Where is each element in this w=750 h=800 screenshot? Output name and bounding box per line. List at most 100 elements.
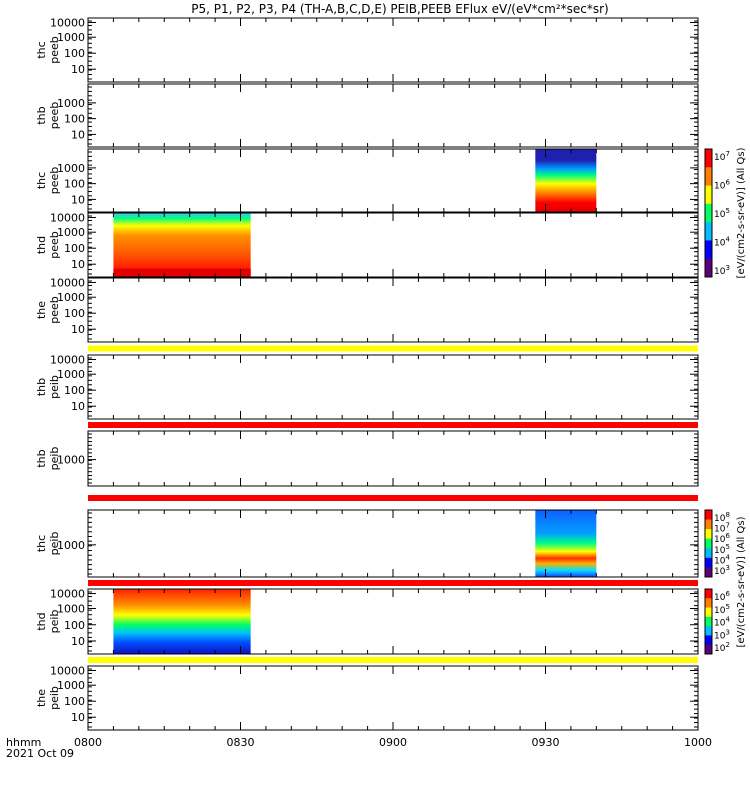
x-tick-label: 0900 <box>379 736 407 749</box>
colorbar-tick-label: 104 <box>714 236 730 249</box>
colorbar-frame <box>704 509 713 578</box>
y-tick-label: 10 <box>71 711 85 724</box>
colorbar-segment <box>705 567 712 578</box>
colorbar-segment <box>705 519 712 530</box>
colorbar-label-peeb: [eV/(cm2-s-sr-eV)] (All Qs) <box>736 147 747 278</box>
colorbar-tick-label: 103 <box>714 264 730 277</box>
y-tick-label: 1000 <box>57 162 85 175</box>
separator-band <box>88 495 698 501</box>
y-tick-label: 1000 <box>57 603 85 616</box>
panel-label-probe: thd <box>35 236 48 254</box>
panel-label-probe: the <box>35 301 48 319</box>
y-tick-label: 10 <box>71 63 85 76</box>
panel-frame <box>87 665 699 731</box>
x-axis-label-date: 2021 Oct 09 <box>6 747 74 760</box>
panel-label-probe: thb <box>35 378 48 396</box>
panel-label-product: peeb <box>48 36 61 64</box>
panel-label-probe: thd <box>35 612 48 630</box>
colorbar-segment <box>705 607 712 618</box>
y-tick-label: 10000 <box>50 16 85 29</box>
panel-label-product: peib <box>48 375 61 399</box>
x-axis-label-hhmm: hhmm <box>6 736 41 749</box>
colorbar-tick-label: 105 <box>714 603 730 616</box>
colorbar-segment <box>705 510 712 521</box>
y-tick-label: 10 <box>71 258 85 271</box>
panel-label-product: peeb <box>48 167 61 195</box>
panel-frame <box>87 83 699 148</box>
panel-label-product: peib <box>48 610 61 634</box>
x-tick-label: 1000 <box>684 736 712 749</box>
colorbar-segment <box>705 538 712 549</box>
spectrogram-block-thd-peib <box>113 589 251 654</box>
y-tick-label: 10000 <box>50 353 85 366</box>
colorbar-segment <box>705 644 712 655</box>
y-tick-label: 100 <box>64 307 85 320</box>
panel-frame <box>87 509 699 578</box>
panel-thb-peeb-1: 1000 100 10 thb peeb <box>35 83 699 148</box>
colorbar-frame <box>704 588 713 655</box>
colorbar-tick-label: 106 <box>714 532 730 545</box>
panel-frame <box>87 277 699 343</box>
colorbar-segment <box>705 548 712 559</box>
colorbar-segment <box>705 203 712 223</box>
y-tick-label: 10000 <box>50 276 85 289</box>
y-tick-label: 100 <box>64 384 85 397</box>
y-tick-label: 1000 <box>57 97 85 110</box>
panel-thc-peib-7: 1000 thc peib <box>35 509 699 578</box>
panel-thc-peeb-2: 1000 100 10 thc peeb <box>35 148 699 213</box>
colorbar-tick-label: 106 <box>714 179 730 192</box>
spectrogram-block-thc-peib <box>535 510 597 577</box>
panel-label-product: peib <box>48 532 61 556</box>
colorbar-label-peib: [eV/(cm2-s-sr-eV)] (All Qs) <box>736 516 747 647</box>
colorbar-segment <box>705 635 712 646</box>
colorbar-segment <box>705 616 712 627</box>
spectrogram-block-thd-peeb <box>113 213 251 277</box>
spectrogram-block-thc-peeb <box>535 149 597 212</box>
x-tick-label: 0930 <box>532 736 560 749</box>
panel-thd-peib-8: 10000 1000 100 10 thd peib <box>35 588 699 655</box>
colorbar-segment <box>705 626 712 636</box>
colorbar-tick-label: 103 <box>714 564 730 577</box>
panel-label-probe: thb <box>35 106 48 124</box>
separator-band <box>88 657 698 663</box>
panel-frame <box>87 354 699 420</box>
panel-label-product: peeb <box>48 296 61 324</box>
colorbar-segment <box>705 167 712 187</box>
colorbar-segment <box>705 557 712 568</box>
x-tick-label: 0800 <box>74 736 102 749</box>
panel-label-product: peib <box>48 686 61 710</box>
panel-thc-peeb-0: 10000 1000 100 10 thc peeb <box>35 16 699 83</box>
separator-band <box>88 422 698 428</box>
colorbar-frame <box>704 148 713 278</box>
y-tick-label: 1000 <box>57 31 85 44</box>
colorbar-tick-label: 107 <box>714 522 730 535</box>
panel-frame <box>87 148 699 213</box>
panel-label-product: peeb <box>48 102 61 130</box>
y-tick-label: 10 <box>71 400 85 413</box>
panel-label-probe: thc <box>35 535 48 552</box>
panel-thb-peib-5: 10000 1000 100 10 thb peib <box>35 353 699 420</box>
y-tick-label: 1000 <box>57 291 85 304</box>
y-tick-label: 100 <box>64 695 85 708</box>
panel-label-probe: thc <box>35 41 48 58</box>
panel-thb-peib-6: 1000 thb peib <box>35 430 699 487</box>
colorbar-tick-label: 107 <box>714 150 730 163</box>
y-tick-label: 10 <box>71 635 85 648</box>
y-tick-label: 10000 <box>50 211 85 224</box>
colorbar-segment <box>705 185 712 205</box>
y-tick-label: 100 <box>64 619 85 632</box>
colorbar-segment <box>705 258 712 278</box>
colorbar-tick-label: 104 <box>714 616 730 629</box>
y-tick-label: 100 <box>64 178 85 191</box>
colorbar-tick-label: 103 <box>714 628 730 641</box>
colorbar-segment <box>705 598 712 609</box>
colorbar-tick-label: 105 <box>714 543 730 556</box>
colorbar-tick-label: 102 <box>714 641 730 654</box>
y-tick-label: 1000 <box>57 454 85 467</box>
colorbar-tick-label: 108 <box>714 511 730 524</box>
y-tick-label: 1000 <box>57 679 85 692</box>
y-tick-label: 10000 <box>50 664 85 677</box>
panel-thd-peeb-3: 10000 1000 100 10 thd peeb <box>35 211 699 278</box>
